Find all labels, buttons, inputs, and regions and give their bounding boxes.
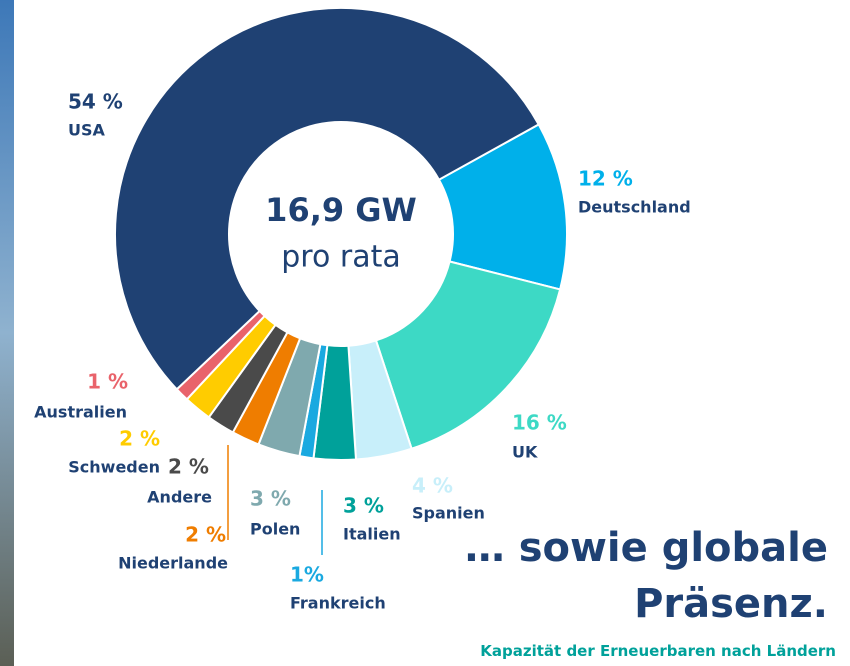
category-label: Australien: [34, 403, 127, 422]
category-label: USA: [68, 121, 106, 140]
value-label: 3 %: [343, 494, 384, 518]
category-label: Andere: [147, 488, 212, 507]
title: … sowie globale Präsenz.: [464, 525, 828, 627]
category-label: Schweden: [68, 458, 160, 477]
category-label: Spanien: [412, 504, 485, 523]
slices: [114, 7, 568, 461]
photo-strip: [0, 0, 14, 666]
center-sublabel: pro rata: [281, 240, 400, 275]
category-label: Frankreich: [290, 594, 386, 613]
donut-hole: [229, 122, 453, 346]
value-label: 16 %: [512, 411, 567, 435]
value-label: 4 %: [412, 474, 453, 498]
category-label: Niederlande: [118, 554, 228, 573]
value-label: 1 %: [87, 370, 128, 394]
value-label: 3 %: [250, 487, 291, 511]
category-label: UK: [512, 443, 538, 462]
value-label: 2 %: [119, 427, 160, 451]
category-label: Deutschland: [578, 198, 691, 217]
value-label: 2 %: [185, 523, 226, 547]
value-label: 54 %: [68, 90, 123, 114]
value-label: 12 %: [578, 167, 633, 191]
value-label: 2 %: [168, 455, 209, 479]
subtitle: Kapazität der Erneuerbaren nach Ländern: [480, 642, 836, 660]
center-label: 16,9 GW: [265, 191, 417, 229]
value-label: 1%: [290, 563, 324, 587]
category-label: Polen: [250, 520, 300, 539]
category-label: Italien: [343, 525, 401, 544]
